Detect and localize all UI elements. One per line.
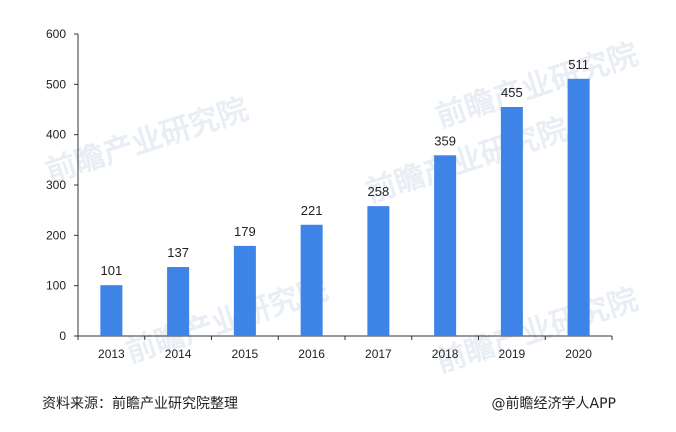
- bar-2019: [500, 106, 523, 336]
- x-tick-label-2020: 2020: [565, 347, 592, 361]
- x-tick-label-2016: 2016: [298, 347, 325, 361]
- x-tick-label-2013: 2013: [98, 347, 125, 361]
- y-tick-label: 600: [46, 27, 66, 41]
- y-tick-label: 200: [46, 228, 66, 242]
- watermark-text: 前瞻产业研究院: [432, 282, 643, 380]
- data-label-2014: 137: [167, 245, 189, 260]
- x-tick-label-2014: 2014: [165, 347, 192, 361]
- x-tick-label-2017: 2017: [365, 347, 392, 361]
- source-note: 资料来源：前瞻产业研究院整理: [42, 396, 238, 412]
- y-tick-label: 300: [46, 178, 66, 192]
- bar-2015: [233, 245, 256, 336]
- data-label-2013: 101: [101, 263, 123, 278]
- bar-2017: [367, 206, 390, 336]
- data-label-2020: 511: [568, 57, 589, 72]
- credit-note: @前瞻经济学人APP: [491, 396, 616, 412]
- x-tick-label-2015: 2015: [232, 347, 259, 361]
- data-label-2016: 221: [301, 203, 323, 218]
- data-label-2018: 359: [434, 133, 456, 148]
- x-tick-label-2018: 2018: [432, 347, 459, 361]
- y-tick-label: 400: [46, 128, 66, 142]
- bar-2020: [567, 78, 590, 337]
- data-labels: 101 137 179 221 258 359 455 511: [101, 57, 589, 278]
- watermark-text: 前瞻产业研究院: [42, 92, 253, 190]
- data-label-2017: 258: [368, 184, 390, 199]
- y-tick-label: 100: [46, 279, 66, 293]
- bar-2013: [100, 285, 123, 336]
- bar-2014: [167, 267, 190, 336]
- y-tick-label: 500: [46, 77, 66, 91]
- x-tick-label-2019: 2019: [499, 347, 526, 361]
- y-tick-label: 0: [59, 329, 66, 343]
- bars: [100, 78, 590, 337]
- bar-2016: [300, 224, 323, 336]
- data-label-2015: 179: [234, 224, 256, 239]
- bar-2018: [434, 155, 457, 336]
- data-label-2019: 455: [501, 85, 523, 100]
- axes: 0 100 200 300 400 500 600 2013 2014 2015 2016 2017 2…: [46, 27, 613, 361]
